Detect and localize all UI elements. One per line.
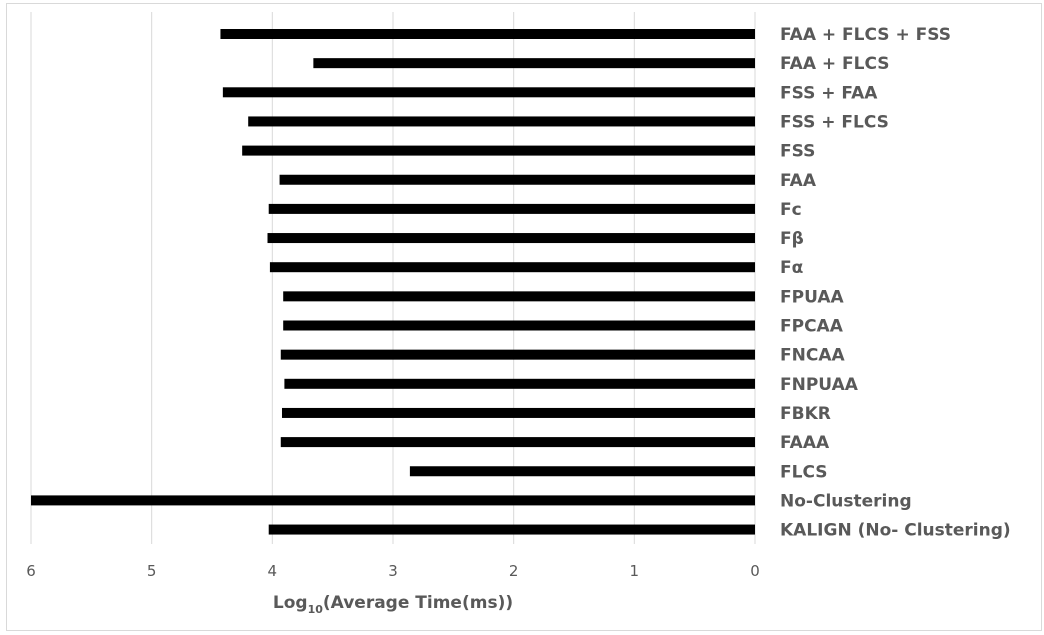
bar <box>248 116 755 127</box>
bar <box>242 145 755 156</box>
bar-chart: 0 1 2 3 4 5 6 FAA + FLCS + FSS FAA + FLCS FSS + … <box>26 12 1011 616</box>
x-tick-label: 3 <box>388 562 398 580</box>
category-label: FAA + FLCS + FSS <box>780 25 951 45</box>
category-label: FPUAA <box>780 287 845 307</box>
category-label: No-Clustering <box>780 491 912 511</box>
category-label: FBKR <box>780 404 831 424</box>
bar <box>281 407 755 418</box>
bar <box>222 87 756 98</box>
category-label: KALIGN (No- Clustering) <box>780 521 1011 541</box>
bar <box>220 29 756 39</box>
bar <box>283 320 755 331</box>
x-tick-label: 2 <box>509 562 519 580</box>
bar <box>268 203 755 214</box>
bar <box>280 437 755 448</box>
x-tick-label: 1 <box>630 562 640 580</box>
chart-area: 0 1 2 3 4 5 6 FAA + FLCS + FSS FAA + FLCS FSS + … <box>6 3 1042 631</box>
bar <box>268 524 755 535</box>
bars <box>31 29 756 535</box>
category-label: FNCAA <box>780 346 845 366</box>
bar <box>284 378 755 389</box>
bar <box>280 349 755 360</box>
category-label: FSS + FAA <box>780 83 878 103</box>
bar <box>283 291 755 302</box>
bar <box>31 495 755 506</box>
category-label: Fc <box>780 200 802 220</box>
category-label: FSS <box>780 142 815 162</box>
bar <box>313 58 755 69</box>
category-label: FSS + FLCS <box>780 112 889 132</box>
category-label: FAA <box>780 171 817 191</box>
x-tick-label: 0 <box>750 562 760 580</box>
x-axis-title: Log10(Average Time(ms)) <box>273 593 513 616</box>
category-label: Fβ <box>780 229 804 249</box>
gridlines <box>30 12 635 544</box>
bar <box>269 262 755 273</box>
x-tick-label: 5 <box>147 562 157 580</box>
x-tick-label: 6 <box>26 562 36 580</box>
bar <box>267 233 755 244</box>
bar <box>409 466 755 477</box>
x-axis: 0 1 2 3 4 5 6 <box>26 12 760 580</box>
category-label: FPCAA <box>780 317 844 337</box>
x-tick-label: 4 <box>268 562 278 580</box>
category-labels: FAA + FLCS + FSS FAA + FLCS FSS + FAA FSS +… <box>780 25 1011 541</box>
category-label: FLCS <box>780 462 827 482</box>
category-label: FAAA <box>780 433 830 453</box>
bar <box>279 174 755 185</box>
category-label: FNPUAA <box>780 375 859 395</box>
category-label: FAA + FLCS <box>780 54 890 74</box>
category-label: Fα <box>780 258 803 278</box>
